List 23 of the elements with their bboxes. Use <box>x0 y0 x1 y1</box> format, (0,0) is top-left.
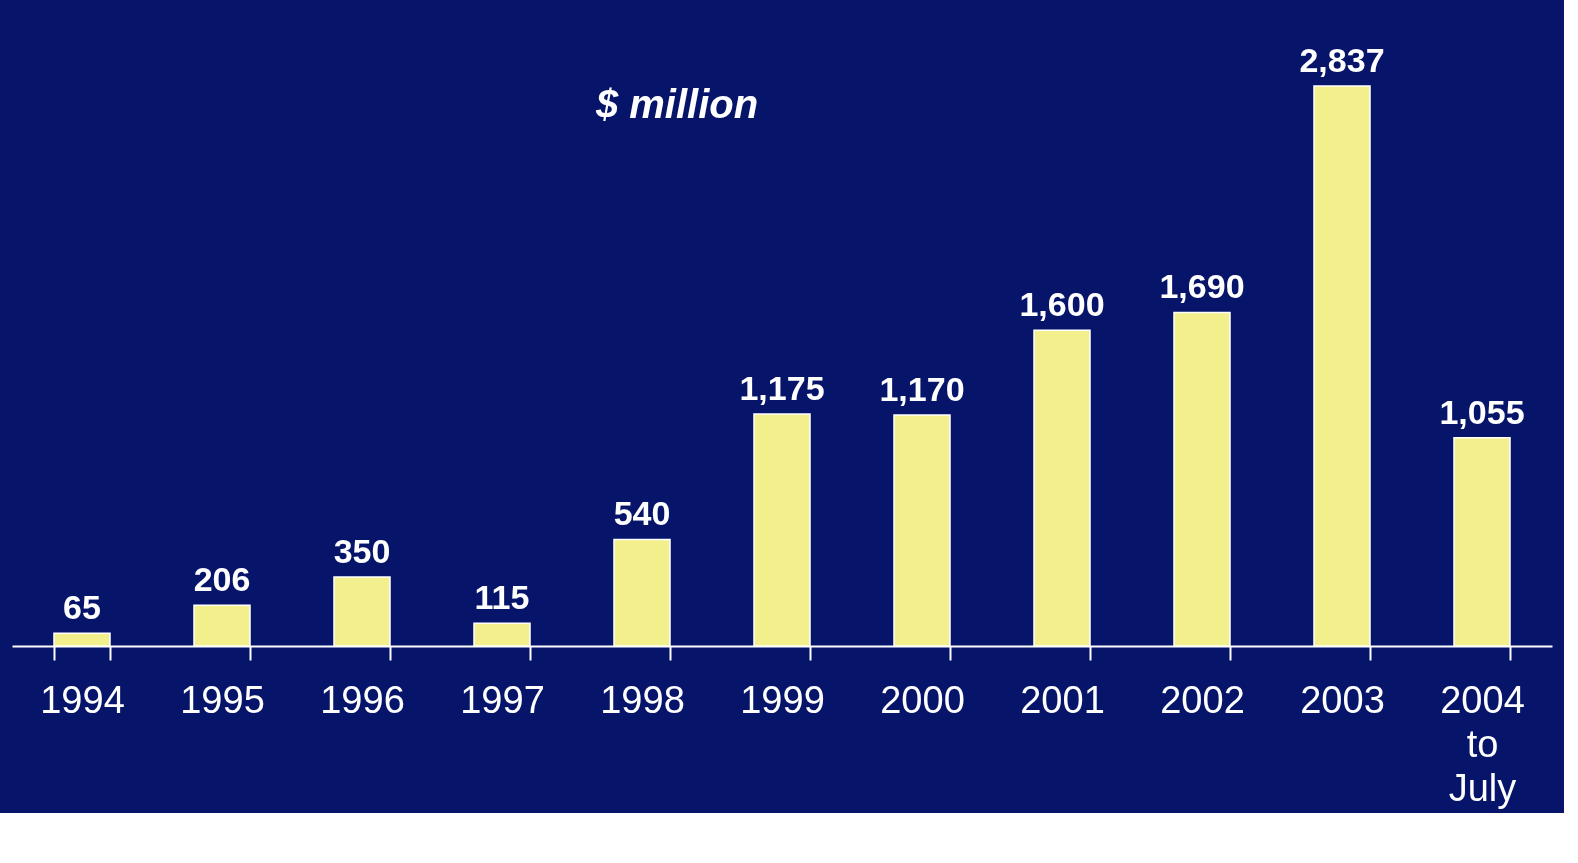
x-tick-label: 1994 <box>40 678 125 721</box>
data-label: 1,600 <box>1019 285 1105 324</box>
data-label: 540 <box>613 494 671 533</box>
x-tick-label: 2002 <box>1160 678 1245 721</box>
data-label: 1,055 <box>1439 392 1525 431</box>
data-label: 1,170 <box>879 370 965 409</box>
y-axis-title: $ million <box>594 82 759 126</box>
data-label: 206 <box>193 560 251 599</box>
data-label: 2,837 <box>1299 41 1385 79</box>
x-tick-label: 1999 <box>740 678 825 721</box>
data-label: 65 <box>63 588 101 627</box>
x-tick-label: 2000 <box>880 678 965 721</box>
data-label: 115 <box>474 578 530 617</box>
x-tick-label: 1997 <box>460 678 545 721</box>
x-tick-label: 1996 <box>320 678 405 721</box>
x-tick-label: 1995 <box>180 678 265 721</box>
x-tick-label: 2001 <box>1020 678 1105 721</box>
data-label: 1,690 <box>1159 267 1245 306</box>
x-tick-label: 1998 <box>600 678 685 721</box>
data-label: 350 <box>333 531 391 570</box>
x-tick-label: 2003 <box>1300 678 1385 721</box>
x-tick-label: 2004 to July <box>1440 678 1525 809</box>
data-label: 1,175 <box>739 369 825 408</box>
